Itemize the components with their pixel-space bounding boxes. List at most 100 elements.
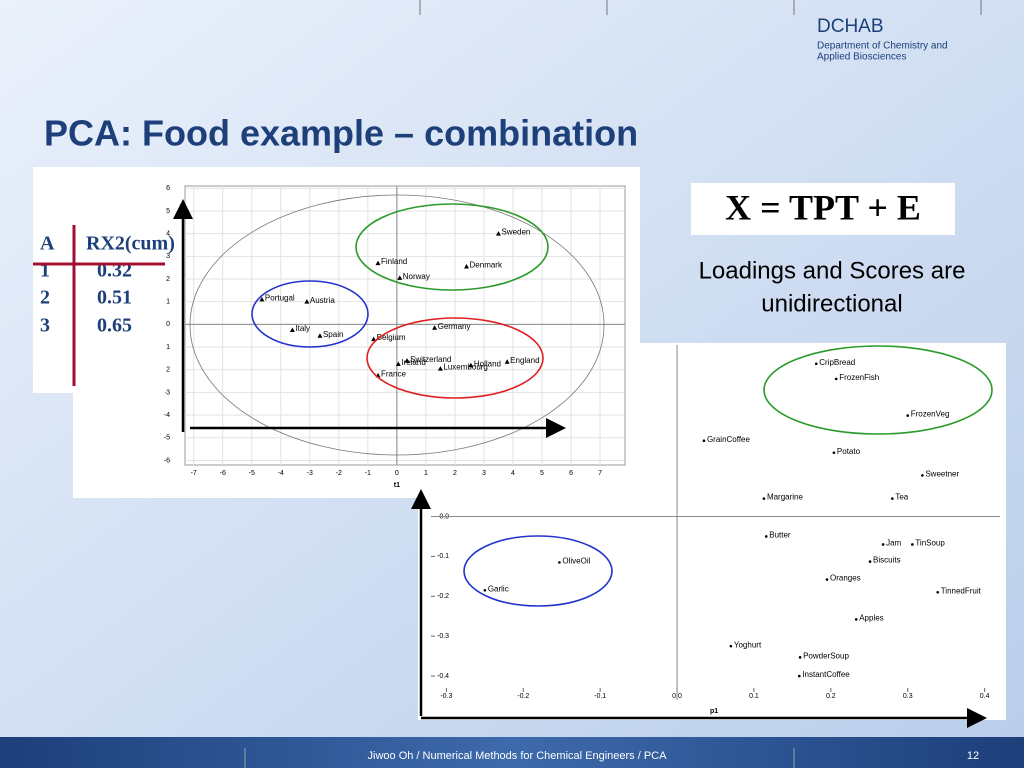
x-tick-label: -0.2: [517, 693, 529, 700]
x-tick-label: -4: [278, 470, 284, 477]
table-cell: 1: [40, 260, 50, 282]
y-tick-label: 4: [166, 230, 170, 237]
loading-panel: [418, 343, 1006, 720]
point-label: InstantCoffee: [802, 670, 850, 679]
loading-plot: -0.3-0.2-0.10.00.10.20.30.4-0.0-0.1-0.2-…: [431, 345, 1000, 715]
page-number: 12: [967, 750, 979, 762]
point: [259, 296, 265, 302]
point: [432, 325, 438, 330]
x-tick-label: 0.3: [903, 693, 913, 700]
x-tick-label: 0.2: [826, 693, 836, 700]
point-label: TinSoup: [915, 539, 945, 548]
point: [764, 535, 768, 538]
formula: X = TPT + E: [725, 187, 921, 227]
y-tick-label: 1: [166, 299, 170, 306]
point-label: OliveOil: [562, 556, 590, 565]
plot-frame: [184, 185, 626, 466]
point: [558, 561, 561, 564]
table-header: RX2(cum): [86, 233, 175, 255]
point: [832, 451, 836, 454]
table-lines: [33, 225, 165, 386]
y-tick-label: -4: [164, 412, 170, 419]
point: [825, 578, 829, 581]
point-label: Butter: [769, 531, 791, 540]
x-tick-label: 0: [395, 470, 399, 477]
point-label: Jam: [886, 539, 901, 548]
x-tick-label: 3: [482, 470, 486, 477]
point: [468, 362, 474, 368]
footer-bar: [0, 737, 1024, 768]
point: [395, 361, 401, 367]
annotations: [173, 194, 993, 728]
point-label: CripBread: [819, 358, 855, 367]
point-label: Yoghurt: [734, 640, 762, 649]
formula-box: [691, 183, 955, 235]
x-tick-label: -0.3: [440, 693, 452, 700]
x-tick-label: -2: [336, 470, 342, 477]
y-tick-label: -6: [164, 457, 170, 464]
top-lines: [419, 0, 982, 15]
point-label: FrozenVeg: [911, 410, 950, 419]
y-tick-label: 0: [166, 321, 170, 328]
point: [304, 299, 310, 304]
x-tick-label: -1: [365, 470, 371, 477]
point-label: England: [510, 356, 539, 365]
point: [437, 366, 443, 371]
point: [911, 543, 914, 546]
table-header: A: [40, 233, 55, 255]
point-label: Norway: [403, 272, 430, 281]
department: Applied Biosciences: [817, 52, 907, 63]
x-tick-label: 5: [540, 470, 544, 477]
point: [702, 439, 706, 443]
point-label: Potato: [837, 447, 861, 456]
department: Department of Chemistry and: [817, 41, 948, 52]
y-tick-label: -0.2: [437, 593, 449, 600]
point-label: Luxembourg: [443, 363, 487, 372]
table-cell: 0.51: [97, 287, 132, 309]
point: [834, 377, 838, 381]
x-tick-label: -0.1: [594, 693, 606, 700]
point: [921, 474, 924, 477]
point-label: Tea: [895, 493, 908, 502]
point: [397, 275, 403, 280]
y-tick-label: -5: [164, 435, 170, 442]
point: [798, 656, 802, 659]
table: [33, 167, 165, 393]
point-label: Switzerland: [410, 355, 451, 364]
y-tick-label: 3: [166, 253, 170, 260]
point-label: Spain: [323, 330, 343, 339]
footer-lines: [244, 748, 795, 768]
y-tick-label: 1: [166, 344, 170, 351]
point: [504, 359, 510, 364]
point-label: Sweetner: [925, 470, 959, 479]
x-tick-label: 6: [569, 470, 573, 477]
y-tick-label: -0.3: [437, 633, 449, 640]
point-label: Ireland: [401, 358, 425, 367]
point: [375, 260, 381, 266]
note: unidirectional: [761, 290, 902, 317]
point: [891, 497, 894, 500]
y-tick-label: -0.4: [437, 673, 449, 680]
point: [495, 231, 501, 236]
point: [317, 333, 323, 338]
table-cell: 0.65: [97, 315, 132, 337]
x-tick-label: 0.1: [749, 693, 759, 700]
y-tick-label: 6: [166, 185, 170, 192]
x-axis-label: p1: [710, 708, 718, 715]
slide-title: PCA: Food example – combination: [44, 113, 638, 154]
point-label: Germany: [438, 322, 471, 331]
point: [868, 560, 872, 563]
point: [371, 336, 377, 342]
y-tick-label: 2: [166, 367, 170, 374]
x-tick-label: 1: [424, 470, 428, 477]
point-label: Italy: [295, 324, 310, 333]
x-tick-label: 4: [511, 470, 515, 477]
point: [814, 362, 818, 366]
x-tick-label: 7: [598, 470, 602, 477]
point: [936, 591, 940, 594]
note: Loadings and Scores are: [699, 257, 966, 284]
x-tick-label: -7: [191, 470, 197, 477]
point-label: Margarine: [767, 493, 804, 502]
